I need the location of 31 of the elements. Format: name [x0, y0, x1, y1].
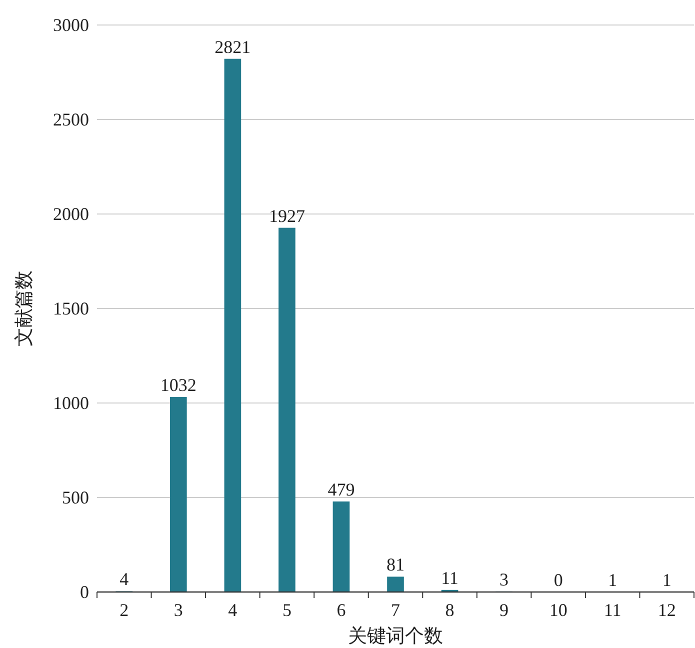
data-label: 1032 — [160, 374, 196, 395]
y-axis-title: 文献篇数 — [14, 270, 35, 346]
y-tick-label: 1500 — [53, 298, 89, 318]
x-tick-label: 7 — [391, 600, 400, 620]
y-tick-label: 1000 — [53, 393, 89, 413]
data-label: 1 — [662, 570, 672, 590]
y-tick-label: 2000 — [53, 204, 89, 224]
x-tick-label: 6 — [336, 600, 346, 620]
x-axis-title: 关键词个数 — [348, 626, 443, 647]
y-tick-label: 3000 — [53, 15, 89, 35]
x-tick-label: 12 — [658, 600, 676, 620]
data-label: 4 — [120, 569, 129, 590]
y-tick-label: 500 — [62, 488, 89, 508]
x-tick-label: 11 — [604, 600, 622, 620]
y-tick-label: 0 — [80, 582, 89, 602]
data-label: 0 — [554, 570, 563, 590]
x-tick-label: 9 — [500, 600, 509, 620]
data-label: 2821 — [214, 36, 251, 57]
x-tick-label: 4 — [228, 600, 238, 620]
x-tick-label: 10 — [549, 600, 568, 620]
data-label: 81 — [386, 554, 404, 575]
x-tick-label: 2 — [120, 600, 129, 620]
x-tick-label: 3 — [174, 600, 183, 620]
x-tick-label: 5 — [282, 600, 292, 620]
data-label: 3 — [500, 569, 509, 590]
y-tick-label: 2500 — [53, 110, 89, 130]
x-tick-label: 8 — [445, 600, 454, 620]
data-label: 479 — [328, 479, 355, 500]
data-label: 1 — [608, 570, 618, 590]
data-label: 11 — [441, 568, 458, 588]
data-label: 1927 — [268, 206, 305, 226]
